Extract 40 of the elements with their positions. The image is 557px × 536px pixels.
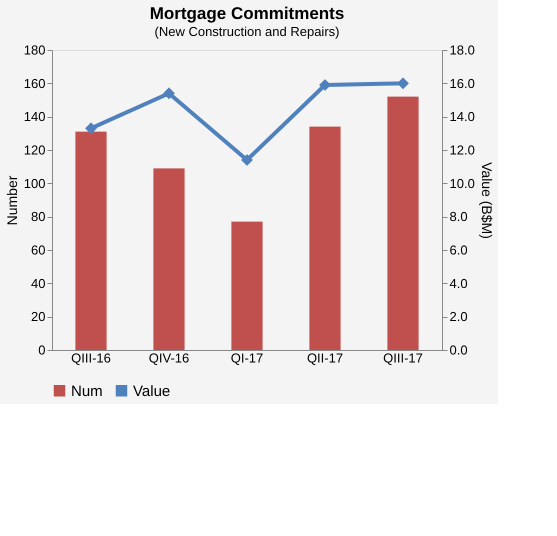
y-tick-label: 0 [38, 342, 46, 358]
y-tick-label: 180 [24, 42, 46, 58]
y2-tick-label: 12.0 [450, 142, 475, 158]
x-tick-label: QII-17 [306, 350, 344, 366]
y2-tick-label: 10.0 [450, 176, 475, 191]
y-tick-label: 80 [31, 209, 46, 224]
point [85, 122, 97, 134]
y2-tick-label: 16.0 [450, 76, 475, 91]
y2-tick-label: 18.0 [450, 42, 475, 58]
bar [231, 222, 263, 350]
legend-label: Value [133, 382, 170, 400]
point [163, 87, 175, 100]
bar [387, 96, 419, 350]
y2-axis-title: Value (B$M) [478, 162, 495, 239]
x-tick-label: QI-17 [230, 350, 264, 366]
y2-tick-label: 14.0 [450, 109, 475, 124]
y-tick-label: 120 [24, 142, 46, 158]
chart-title: Mortgage Commitments [150, 4, 344, 23]
point [241, 154, 253, 166]
x-tick-label: QIII-16 [71, 350, 111, 366]
y2-tick-label: 6.0 [450, 242, 468, 258]
y2-tick-label: 4.0 [450, 276, 468, 291]
y-axis-title: Number [4, 175, 20, 226]
bar [75, 132, 107, 350]
y-tick-label: 140 [24, 109, 46, 124]
x-tick-label: QIII-17 [383, 350, 423, 366]
bar [309, 126, 341, 350]
y-tick-label: 40 [31, 276, 46, 291]
y2-tick-label: 8.0 [450, 209, 468, 224]
legend-label: Num [71, 382, 103, 400]
y-tick-label: 60 [31, 242, 46, 258]
y-tick-label: 100 [24, 176, 46, 191]
y-tick-label: 20 [31, 309, 46, 324]
bar [153, 168, 185, 350]
y2-tick-label: 0.0 [450, 342, 468, 358]
y-tick-label: 160 [24, 76, 46, 91]
y2-tick-label: 2.0 [450, 309, 468, 324]
point [319, 79, 331, 91]
chart-subtitle: (New Construction and Repairs) [154, 24, 340, 39]
x-tick-label: QIV-16 [148, 350, 190, 366]
